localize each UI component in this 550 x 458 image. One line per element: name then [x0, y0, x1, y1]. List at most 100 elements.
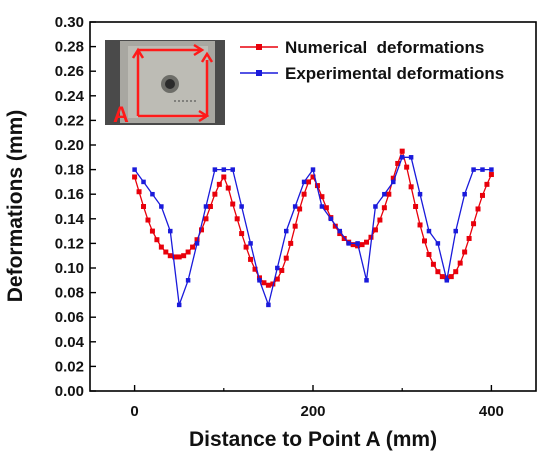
inset-arrows — [131, 43, 214, 123]
y-tick-label: 0.06 — [55, 309, 84, 326]
data-point — [480, 167, 485, 172]
data-point — [462, 191, 467, 197]
data-point — [382, 191, 387, 197]
data-point — [466, 235, 472, 241]
data-point — [221, 174, 227, 180]
data-point — [337, 228, 343, 234]
data-point — [359, 242, 365, 248]
legend-marker-numerical — [256, 44, 262, 50]
series-layer — [132, 148, 494, 308]
data-point — [150, 191, 155, 197]
data-point — [457, 260, 463, 266]
data-point — [199, 227, 204, 233]
axis-ticks: 0.00 0.02 0.04 0.06 0.08 0.10 0.12 0.14 0.16 0.18… — [55, 14, 504, 420]
data-point — [275, 265, 280, 271]
data-point — [381, 205, 387, 211]
x-tick-label: 200 — [300, 403, 325, 420]
data-point — [234, 216, 240, 222]
data-point — [248, 256, 254, 262]
data-point — [292, 223, 298, 229]
data-point — [194, 237, 200, 243]
data-point — [337, 231, 343, 237]
data-point — [430, 261, 436, 267]
data-point — [301, 191, 307, 197]
data-point — [239, 231, 245, 237]
legend-marker-experimental — [256, 70, 262, 76]
data-point — [475, 206, 481, 212]
data-point — [399, 155, 405, 160]
inset-point-a-label: A — [113, 102, 129, 127]
y-axis-title: Deformations (mm) — [4, 110, 27, 303]
data-point — [261, 280, 267, 286]
data-point — [132, 167, 137, 172]
data-point — [176, 254, 182, 260]
x-tick-label: 0 — [130, 403, 138, 420]
data-point — [386, 191, 392, 197]
data-point — [435, 241, 441, 246]
data-point — [190, 244, 196, 250]
data-point — [417, 191, 423, 197]
series-numerical — [132, 148, 494, 288]
y-tick-label: 0.02 — [55, 358, 84, 375]
data-point — [372, 227, 378, 233]
data-point — [479, 192, 485, 198]
data-point — [328, 216, 334, 222]
data-point — [163, 249, 169, 255]
data-point — [221, 167, 227, 172]
data-point — [145, 217, 151, 223]
data-point — [181, 253, 187, 259]
data-point — [471, 167, 476, 172]
y-tick-label: 0.16 — [55, 186, 84, 203]
y-tick-label: 0.18 — [55, 162, 84, 179]
inset-arrowhead-right — [200, 51, 214, 63]
series-experimental — [132, 155, 494, 308]
data-point — [257, 278, 262, 283]
data-point — [239, 204, 244, 209]
data-point — [159, 204, 164, 209]
data-point — [136, 189, 142, 195]
data-point — [355, 241, 360, 246]
data-point — [332, 223, 338, 229]
y-tick-label: 0.24 — [55, 88, 85, 105]
data-point — [297, 206, 303, 212]
y-tick-label: 0.00 — [55, 383, 84, 400]
y-tick-label: 0.30 — [55, 14, 84, 31]
y-tick-label: 0.10 — [55, 260, 84, 277]
data-point — [448, 274, 454, 280]
data-point — [377, 217, 383, 223]
data-point — [172, 254, 178, 260]
data-point — [292, 204, 298, 209]
data-point — [252, 266, 258, 272]
data-point — [167, 253, 173, 259]
data-point — [306, 179, 312, 185]
data-point — [141, 204, 147, 209]
data-point — [203, 204, 209, 209]
data-point — [158, 244, 164, 250]
y-tick-label: 0.26 — [55, 63, 84, 80]
data-point — [230, 167, 235, 172]
data-point — [390, 175, 396, 181]
data-point — [319, 204, 325, 209]
data-point — [283, 255, 289, 261]
data-point — [274, 276, 280, 282]
data-point — [265, 282, 271, 288]
data-point — [364, 239, 370, 245]
data-point — [319, 194, 325, 200]
inset-photo: A — [105, 40, 225, 127]
data-point — [323, 205, 329, 211]
data-point — [154, 237, 160, 243]
data-point — [395, 160, 401, 166]
data-point — [310, 167, 316, 172]
data-point — [212, 167, 218, 172]
data-point — [444, 278, 450, 283]
data-point — [132, 174, 138, 180]
data-point — [413, 204, 419, 209]
data-point — [168, 228, 173, 234]
data-point — [216, 181, 222, 187]
data-point — [422, 238, 427, 244]
data-point — [279, 267, 285, 273]
x-tick-label: 400 — [479, 403, 504, 420]
data-point — [373, 204, 378, 209]
data-point — [426, 228, 432, 234]
